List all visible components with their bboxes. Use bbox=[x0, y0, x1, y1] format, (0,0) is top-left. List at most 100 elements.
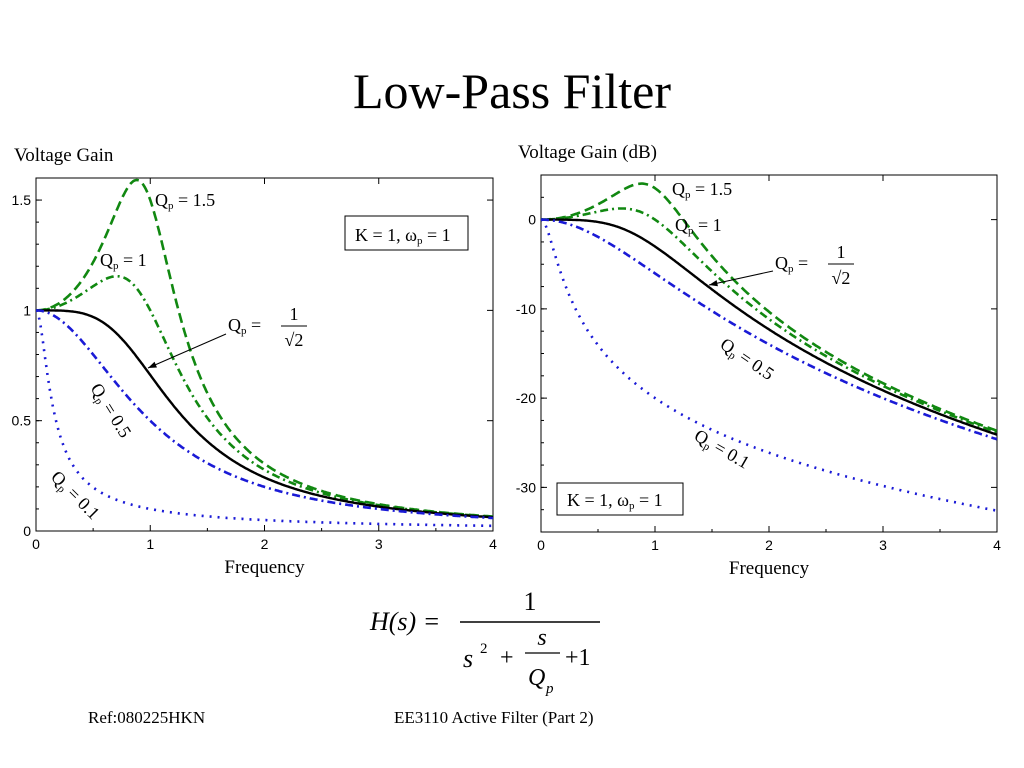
params-box-text: K = 1, ωp = 1 bbox=[567, 490, 663, 512]
annotation-2-q: Q bbox=[775, 253, 788, 273]
params-sub: p bbox=[417, 235, 423, 247]
annotation-1-q: Q bbox=[100, 250, 113, 270]
series-group bbox=[541, 182, 997, 512]
series-line-1 bbox=[36, 274, 493, 519]
annotation-4-tail: = 0.1 bbox=[707, 434, 753, 472]
annotation-4: Qp = 0.1 bbox=[690, 425, 753, 474]
annotation-2-q: Q bbox=[228, 315, 241, 335]
annotation-0-tail: = 1.5 bbox=[691, 179, 733, 199]
formula-inner-sub: p bbox=[545, 681, 554, 697]
formula-inner-numerator: s bbox=[537, 625, 546, 651]
x-tick-label: 1 bbox=[651, 537, 659, 553]
annotation-frac-num: 1 bbox=[837, 242, 846, 262]
annotation-3: Qp = 0.5 bbox=[716, 334, 778, 386]
annotation-4-tail: = 0.1 bbox=[60, 480, 104, 524]
annotation-2-sub: p bbox=[788, 263, 794, 275]
annotation-3-sub: p bbox=[726, 349, 738, 362]
annotation-3: Qp = 0.5 bbox=[85, 380, 136, 443]
formula-plus-one: +1 bbox=[565, 645, 591, 671]
annotation-0-sub: p bbox=[168, 200, 174, 212]
formula-lhs: H(s) = bbox=[369, 607, 440, 636]
x-tick-label: 3 bbox=[879, 537, 887, 553]
params-tail: = 1 bbox=[423, 225, 451, 245]
y-tick-label: 0 bbox=[528, 212, 536, 228]
params-sub: p bbox=[629, 500, 635, 512]
annotation-3-tail: = 0.5 bbox=[96, 395, 135, 441]
series-line-2 bbox=[541, 218, 997, 436]
params-box bbox=[556, 482, 684, 516]
x-tick-label: 2 bbox=[765, 537, 773, 553]
footer-course: EE3110 Active Filter (Part 2) bbox=[394, 708, 594, 727]
annotation-2: Qp = bbox=[228, 315, 261, 337]
annotation-2-tail: = bbox=[247, 315, 262, 335]
annotation-arrow bbox=[147, 333, 227, 369]
formula-den-exponent: 2 bbox=[480, 641, 488, 657]
series-line-4 bbox=[541, 218, 997, 512]
y-tick-label: -20 bbox=[516, 390, 536, 406]
formula-inner-q: Q bbox=[528, 665, 545, 691]
series-line-2 bbox=[36, 309, 493, 519]
annotation-4: Qp = 0.1 bbox=[46, 467, 104, 525]
series-line-3 bbox=[36, 309, 493, 520]
x-tick-label: 0 bbox=[537, 537, 545, 553]
annotation-0: Qp = 1.5 bbox=[672, 179, 732, 201]
series-line-0 bbox=[541, 182, 997, 433]
footer-reference: Ref:080225HKN bbox=[88, 708, 206, 727]
slide-title: Low-Pass Filter bbox=[352, 63, 672, 119]
annotation-4-sub: p bbox=[701, 440, 712, 453]
x-tick-label: 0 bbox=[32, 536, 40, 552]
annotation-3-tail: = 0.5 bbox=[732, 344, 778, 384]
annotation-arrow bbox=[708, 270, 774, 286]
annotation-1-q: Q bbox=[675, 215, 688, 235]
y-tick-label: 1.5 bbox=[12, 192, 32, 208]
formula-den-s: s bbox=[463, 644, 473, 673]
x-tick-label: 4 bbox=[993, 537, 1001, 553]
y-tick-label: 0 bbox=[23, 523, 31, 539]
right-chart-ylabel: Voltage Gain (dB) bbox=[518, 142, 657, 163]
annotation-frac-num: 1 bbox=[290, 304, 299, 324]
annotation-0: Qp = 1.5 bbox=[155, 190, 215, 212]
plot-frame bbox=[540, 174, 998, 533]
params-box-text: K = 1, ωp = 1 bbox=[355, 225, 451, 247]
formula-plus-1: + bbox=[500, 645, 514, 671]
y-tick-label: 0.5 bbox=[12, 413, 32, 429]
annotation-arrowhead bbox=[709, 280, 718, 287]
annotation-arrowhead bbox=[148, 361, 157, 368]
annotation-0-q: Q bbox=[155, 190, 168, 210]
x-axis-label: Frequency bbox=[224, 557, 305, 578]
annotation-0-sub: p bbox=[685, 189, 691, 201]
x-tick-label: 4 bbox=[489, 536, 497, 552]
params-k: K = 1, ω bbox=[567, 490, 629, 510]
x-axis-label: Frequency bbox=[729, 558, 810, 579]
left-chart-ylabel: Voltage Gain bbox=[14, 145, 114, 166]
y-tick-label: 1 bbox=[23, 302, 31, 318]
annotation-2: Qp = bbox=[775, 253, 808, 275]
annotation-1: Qp = 1 bbox=[100, 250, 147, 272]
series-line-1 bbox=[541, 207, 997, 434]
x-tick-label: 3 bbox=[375, 536, 383, 552]
annotation-frac-den: √2 bbox=[285, 330, 304, 350]
params-tail: = 1 bbox=[635, 490, 663, 510]
series-group bbox=[36, 178, 493, 528]
annotation-2-tail: = bbox=[794, 253, 809, 273]
annotation-2-sub: p bbox=[241, 325, 247, 337]
annotation-0-q: Q bbox=[672, 179, 685, 199]
left-chart: 0 1 2 3 400.511.5K = 1, ωp = 1Qp = 1.5Qp = 1… bbox=[12, 177, 497, 578]
x-tick-label: 1 bbox=[146, 536, 154, 552]
annotation-0-tail: = 1.5 bbox=[174, 190, 216, 210]
annotation-1-tail: = 1 bbox=[119, 250, 147, 270]
formula-numerator: 1 bbox=[524, 587, 537, 616]
annotation-1-sub: p bbox=[688, 225, 694, 237]
annotation-1: Qp = 1 bbox=[675, 215, 722, 237]
transfer-function-formula: H(s) = 1 s 2 + s Q p +1 bbox=[369, 587, 600, 697]
params-box bbox=[344, 215, 469, 251]
y-tick-label: -30 bbox=[516, 479, 536, 495]
params-k: K = 1, ω bbox=[355, 225, 417, 245]
y-tick-label: -10 bbox=[516, 301, 536, 317]
x-tick-label: 2 bbox=[261, 536, 269, 552]
annotation-1-sub: p bbox=[113, 260, 119, 272]
annotation-3-sub: p bbox=[92, 396, 105, 407]
annotation-frac-den: √2 bbox=[832, 268, 851, 288]
annotation-1-tail: = 1 bbox=[694, 215, 722, 235]
